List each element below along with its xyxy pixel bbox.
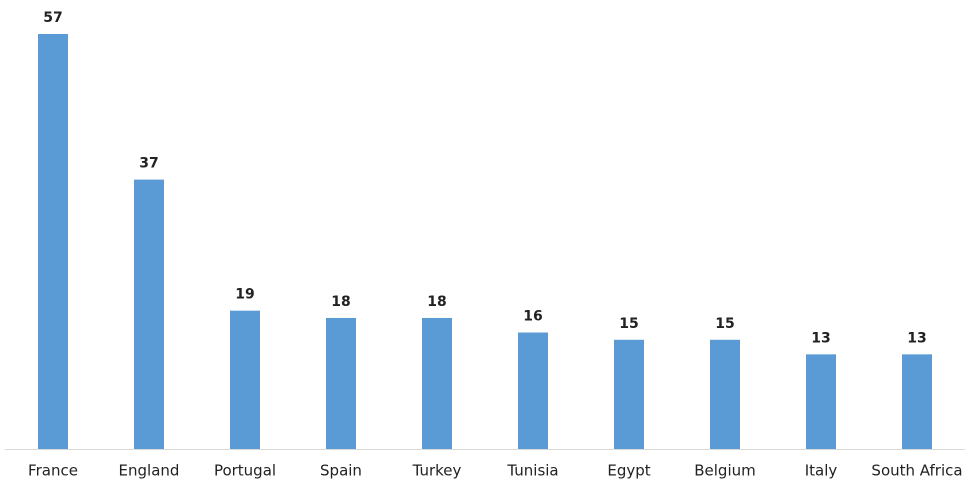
x-tick-label: Portugal [214,462,276,480]
bar [710,339,740,449]
x-tick-label: Belgium [694,462,756,480]
bar [326,317,356,449]
bar [422,317,452,449]
bar [902,354,932,449]
value-label: 18 [331,294,350,310]
bar [134,179,164,450]
value-label: 15 [715,316,734,332]
value-label: 13 [811,330,830,346]
value-label: 37 [139,156,158,172]
value-label: 16 [523,309,542,325]
x-tick-label: Egypt [607,462,650,480]
x-tick-label: Tunisia [506,462,558,480]
x-tick-label: South Africa [871,462,962,480]
bar [614,339,644,449]
value-label: 19 [235,287,254,303]
x-tick-label: Italy [805,462,838,480]
x-tick-label: England [119,462,180,480]
value-label: 13 [907,330,926,346]
x-tick-label: Turkey [412,462,462,480]
value-label: 57 [43,10,62,26]
value-label: 15 [619,316,638,332]
x-tick-label: France [28,462,78,480]
bar [518,332,548,449]
value-label: 18 [427,294,446,310]
bar [230,310,260,449]
bar [38,34,68,449]
x-tick-label: Spain [320,462,362,480]
bar [806,354,836,449]
